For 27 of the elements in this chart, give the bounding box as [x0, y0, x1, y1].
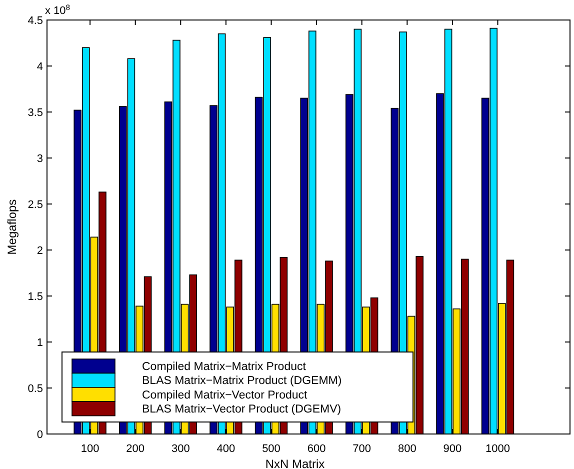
y-tick-label: 0.5	[28, 382, 43, 395]
legend-label: BLAS Matrix−Matrix Product (DGEMM)	[142, 375, 342, 388]
legend-label: Compiled Matrix−Matrix Product	[142, 361, 307, 374]
x-tick-label: 400	[216, 442, 236, 455]
y-axis-title: Megaflops	[5, 199, 19, 255]
x-tick-label: 1000	[486, 442, 510, 455]
y-tick-label: 3	[36, 152, 43, 165]
text: x 10$^{8}$	[45, 2, 70, 17]
x-tick-label: 900	[443, 442, 462, 455]
x-tick-label: 700	[352, 442, 372, 455]
y-tick-label: 3.5	[28, 106, 43, 119]
x-tick-label: 600	[307, 442, 326, 455]
legend-label: Compiled Matrix−Vector Product	[142, 389, 308, 402]
legend-label: BLAS Matrix−Vector Product (DGEMV)	[142, 404, 342, 416]
x-tick-label: 200	[126, 442, 145, 455]
x-tick-label: 100	[80, 442, 100, 455]
y-tick-label: 1	[36, 336, 43, 349]
y-tick-label: 2	[36, 244, 43, 257]
x-tick-label: 300	[171, 442, 190, 455]
y-tick-label: 4	[36, 60, 43, 73]
y-tick-label: 0	[36, 428, 43, 441]
y-tick-label: 1.5	[28, 290, 43, 303]
x-tick-label: 800	[398, 442, 416, 455]
y-tick-label: 2.5	[28, 198, 43, 211]
x-tick-label: 500	[262, 442, 280, 455]
x-axis-title: NxN Matrix	[265, 457, 325, 469]
y-tick-label: 4.5	[28, 14, 43, 27]
